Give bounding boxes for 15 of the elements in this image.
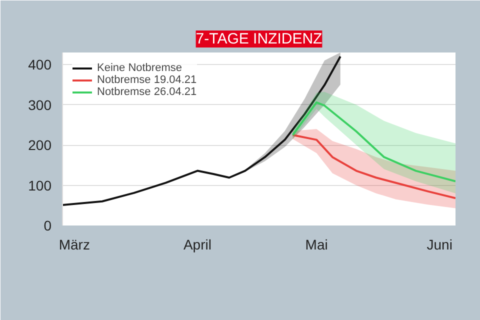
legend-label: Notbremse 26.04.21 bbox=[97, 86, 197, 98]
y-tick-label: 400 bbox=[28, 56, 52, 73]
chart-title: 7-TAGE INZIDENZ bbox=[196, 30, 322, 48]
legend-label: Notbremse 19.04.21 bbox=[97, 74, 197, 86]
x-tick-label: April bbox=[183, 236, 212, 252]
legend-label: Keine Notbremse bbox=[97, 62, 182, 74]
line-series bbox=[292, 134, 456, 200]
y-tick-label: 0 bbox=[44, 218, 52, 234]
y-tick-label: 200 bbox=[28, 137, 52, 154]
x-tick-label: Mai bbox=[305, 236, 328, 252]
line-series bbox=[292, 101, 456, 182]
x-tick-label: März bbox=[58, 236, 90, 252]
y-tick-label: 100 bbox=[28, 177, 52, 194]
x-tick-label: Juni bbox=[426, 236, 452, 252]
y-tick-label: 300 bbox=[28, 96, 52, 113]
